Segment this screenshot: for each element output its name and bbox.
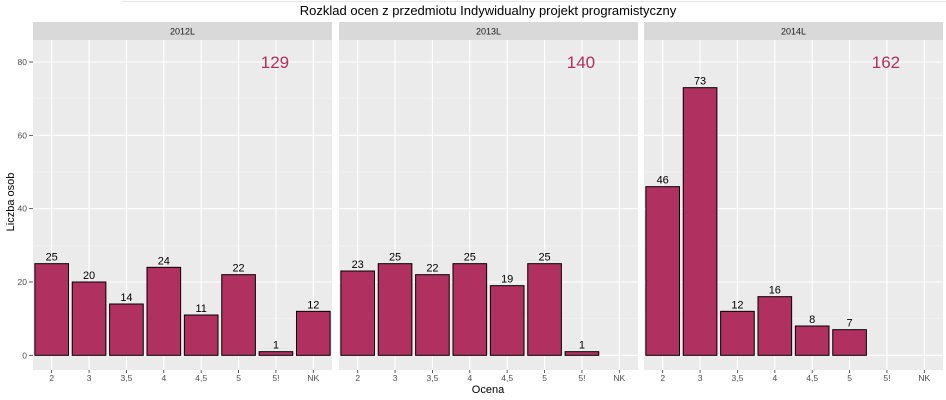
y-tick-label: 80 xyxy=(18,57,28,67)
bar xyxy=(183,314,219,356)
y-axis: 0 20 40 60 80 xyxy=(18,57,33,360)
y-tick-label: 20 xyxy=(18,277,28,287)
data-label: 8 xyxy=(809,314,815,326)
x-tick-label: 4 xyxy=(161,373,166,383)
y-tick-label: 0 xyxy=(22,350,27,360)
x-tick-label: 4 xyxy=(772,373,777,383)
x-tick-label: 2 xyxy=(49,373,54,383)
x-tick-label: 5! xyxy=(578,373,585,383)
bar xyxy=(757,296,793,356)
x-tick-label: 5! xyxy=(883,373,890,383)
bar xyxy=(682,87,718,356)
data-label: 11 xyxy=(195,303,206,315)
x-tick-label: 3 xyxy=(698,373,703,383)
data-label: 16 xyxy=(769,285,781,297)
total-annotation: 162 xyxy=(872,53,900,72)
x-tick-label: 5 xyxy=(847,373,852,383)
bar xyxy=(34,263,70,356)
bar xyxy=(527,263,562,356)
data-label: 12 xyxy=(307,299,319,311)
data-label: 25 xyxy=(389,252,401,264)
facet-strip-label: 2014L xyxy=(781,27,806,37)
data-label: 12 xyxy=(731,299,743,311)
bar xyxy=(295,310,331,356)
facet-panel-2014L: 2014L 46 73 12 16 8 7 162 2 3 3,5 4 4,5 5 5! NK xyxy=(644,22,943,383)
bar xyxy=(258,351,294,356)
data-label: 20 xyxy=(83,270,95,282)
x-tick-label: 4,5 xyxy=(806,373,818,383)
x-tick-label: 3,5 xyxy=(121,373,133,383)
data-label: 22 xyxy=(426,263,438,275)
facet-strip xyxy=(339,22,638,40)
data-label: 25 xyxy=(464,252,476,264)
y-tick-label: 60 xyxy=(18,130,28,140)
bar xyxy=(415,274,450,356)
x-tick-label: 3,5 xyxy=(732,373,744,383)
y-tick-label: 40 xyxy=(18,204,28,214)
data-label: 22 xyxy=(232,263,244,275)
x-tick-label: NK xyxy=(307,373,319,383)
x-tick-label: 3 xyxy=(87,373,92,383)
bar xyxy=(832,329,867,356)
chart-title: Rozklad ocen z przedmiotu Indywidualny p… xyxy=(300,3,677,18)
facet-panel-2012L: 2012L 25 20 14 24 11 22 1 12 129 2 3 3,5 4 4,5 5 5! NK xyxy=(33,22,332,383)
bar xyxy=(340,270,376,356)
x-tick-label: 4,5 xyxy=(501,373,513,383)
x-tick-label: 2 xyxy=(660,373,665,383)
data-label: 25 xyxy=(46,252,58,264)
bar xyxy=(221,274,256,356)
bar xyxy=(377,263,413,356)
data-label: 23 xyxy=(352,259,364,271)
bar xyxy=(146,266,182,356)
bar xyxy=(794,325,830,356)
bar xyxy=(720,310,755,356)
data-label: 73 xyxy=(694,76,706,88)
bar xyxy=(645,186,681,356)
data-label: 46 xyxy=(657,175,669,187)
x-tick-label: 2 xyxy=(355,373,360,383)
data-label: 1 xyxy=(579,340,585,352)
x-tick-label: 4 xyxy=(467,373,472,383)
x-tick-label: 5 xyxy=(542,373,547,383)
total-annotation: 129 xyxy=(261,53,289,72)
bar xyxy=(564,351,600,356)
data-label: 7 xyxy=(847,318,853,330)
facet-strip xyxy=(33,22,332,40)
bar xyxy=(71,281,107,356)
data-label: 14 xyxy=(120,292,132,304)
x-tick-label: NK xyxy=(613,373,625,383)
facet-strip-label: 2012L xyxy=(170,27,195,37)
data-label: 24 xyxy=(158,255,170,267)
facet-strip-label: 2013L xyxy=(476,27,501,37)
bar xyxy=(452,263,488,356)
x-axis-title: Ocena xyxy=(472,384,505,396)
x-tick-label: 3 xyxy=(393,373,398,383)
bar xyxy=(489,285,525,356)
x-tick-label: 4,5 xyxy=(195,373,207,383)
y-axis-title: Liczba osob xyxy=(5,173,17,232)
x-tick-label: 3,5 xyxy=(427,373,439,383)
x-tick-label: NK xyxy=(918,373,930,383)
facet-strip xyxy=(644,22,943,40)
data-label: 25 xyxy=(538,252,550,264)
data-label: 1 xyxy=(273,340,279,352)
bar xyxy=(109,303,144,356)
data-label: 19 xyxy=(501,274,513,286)
x-tick-label: 5! xyxy=(272,373,279,383)
total-annotation: 140 xyxy=(567,53,595,72)
x-tick-label: 5 xyxy=(236,373,241,383)
